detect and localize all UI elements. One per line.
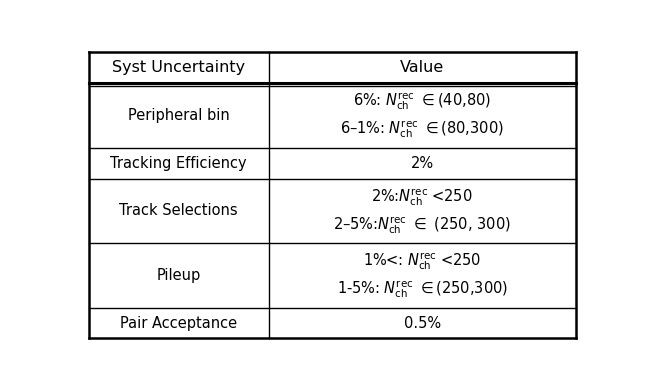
Text: 6–1%: $N_{\mathrm{ch}}^{\mathrm{rec}}$ $\in$(80,300): 6–1%: $N_{\mathrm{ch}}^{\mathrm{rec}}$ $… [340,118,504,140]
Text: 6%: $N_{\mathrm{ch}}^{\mathrm{rec}}$ $\in$(40,80): 6%: $N_{\mathrm{ch}}^{\mathrm{rec}}$ $\i… [353,91,491,112]
Text: Peripheral bin: Peripheral bin [128,108,229,123]
Text: Tracking Efficiency: Tracking Efficiency [110,156,247,171]
Text: 1%<: $N_{\mathrm{ch}}^{\mathrm{rec}}$ <250: 1%<: $N_{\mathrm{ch}}^{\mathrm{rec}}$ <2… [363,250,481,272]
Text: Track Selections: Track Selections [119,203,238,218]
Text: 1-5%: $N_{\mathrm{ch}}^{\mathrm{rec}}$ $\in$(250,300): 1-5%: $N_{\mathrm{ch}}^{\mathrm{rec}}$ $… [336,279,508,300]
Text: Pair Acceptance: Pair Acceptance [120,315,237,330]
Text: Pileup: Pileup [157,268,201,283]
Text: 2–5%:$N_{\mathrm{ch}}^{\mathrm{rec}}$ $\in$ (250, 300): 2–5%:$N_{\mathrm{ch}}^{\mathrm{rec}}$ $\… [333,214,511,236]
Text: 2%:$N_{\mathrm{ch}}^{\mathrm{rec}}$ <250: 2%:$N_{\mathrm{ch}}^{\mathrm{rec}}$ <250 [371,186,473,208]
Text: Value: Value [400,60,445,75]
Text: 0.5%: 0.5% [404,315,441,330]
Text: Syst Uncertainty: Syst Uncertainty [112,60,245,75]
Text: 2%: 2% [411,156,434,171]
